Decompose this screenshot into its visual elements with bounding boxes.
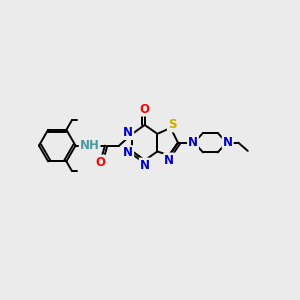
Text: N: N — [164, 154, 174, 166]
Text: O: O — [95, 156, 105, 169]
Text: N: N — [140, 158, 150, 172]
Text: N: N — [123, 146, 133, 159]
Text: N: N — [188, 136, 198, 149]
Text: NH: NH — [80, 139, 100, 152]
Text: S: S — [168, 118, 176, 131]
Text: O: O — [140, 103, 150, 116]
Text: N: N — [123, 126, 133, 139]
Text: N: N — [223, 136, 233, 149]
